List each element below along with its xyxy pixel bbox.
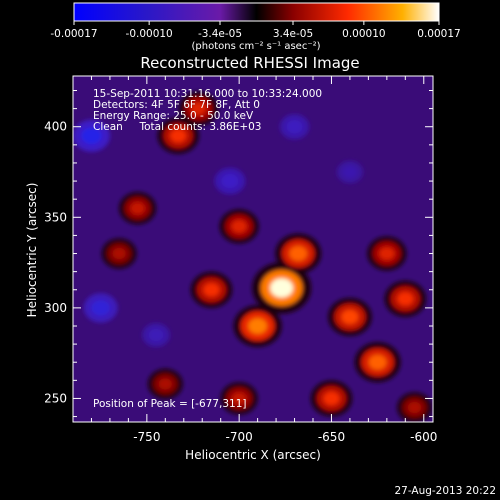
source-core [231,392,247,405]
y-tick-label: 400 [44,120,67,134]
plot-frame [72,75,434,423]
source-core [379,247,395,260]
source-core [286,120,303,134]
source-core [170,129,187,143]
colorbar-tick-label: 3.4e-05 [273,28,313,40]
annotation-energy: Energy Range: 25.0 - 50.0 keV [93,110,254,122]
colorbar-tick-label: -0.00010 [126,28,173,40]
y-tick-label: 250 [44,391,67,405]
source-core [112,247,126,260]
heatmap-image [73,91,432,422]
y-axis: 250 300 350 400 [44,89,433,418]
colorbar-unit-label: (photons cm⁻² s⁻¹ asec⁻²) [191,41,320,52]
colorbar [73,2,440,22]
x-axis-label: Heliocentric X (arcsec) [185,448,321,462]
annotation-peak: Position of Peak = [-677,311] [93,398,247,410]
source-core [342,166,358,178]
source-core [407,401,422,414]
footer-date: 27-Aug-2013 20:22 [394,485,496,497]
y-tick-label: 350 [44,210,67,224]
source-core [397,292,414,306]
source-core [231,220,247,233]
source-core [203,283,220,297]
source-core [81,127,102,145]
y-axis-label: Heliocentric Y (arcsec) [25,183,39,318]
source-core [323,391,340,406]
x-tick-label: -750 [133,430,160,444]
source-core [190,102,207,115]
source-core [368,354,387,370]
x-tick-label: -600 [410,430,437,444]
x-tick-label: -700 [226,430,253,444]
colorbar-ticks: -0.00017 -0.00010 -3.4e-05 3.4e-05 0.00010 0.… [50,21,461,40]
source-core [148,328,164,342]
x-tick-label: -650 [318,430,345,444]
annotation-clean: Clean Total counts: 3.86E+03 [93,121,262,133]
y-tick-label: 300 [44,301,67,315]
annotation-detectors: Detectors: 4F 5F 6F 7F 8F, Att 0 [93,99,260,111]
x-axis: -750 -700 -650 -600 [72,76,437,444]
source-core [130,202,145,215]
source-core [91,300,110,316]
colorbar-tick-label: 0.00017 [417,28,460,40]
colorbar-tick-label: -3.4e-05 [198,28,242,40]
chart-title: Reconstructed RHESSI Image [140,54,359,72]
colorbar-tick-label: -0.00017 [50,28,97,40]
source-core [158,378,173,390]
source-core [270,278,294,298]
source-core [289,246,308,261]
colorbar-tick-label: 0.00010 [342,28,385,40]
source-core [341,309,359,324]
source-core [248,318,267,334]
source-core [221,174,239,189]
annotation-time: 15-Sep-2011 10:31:16.000 to 10:33:24.000 [93,88,322,100]
